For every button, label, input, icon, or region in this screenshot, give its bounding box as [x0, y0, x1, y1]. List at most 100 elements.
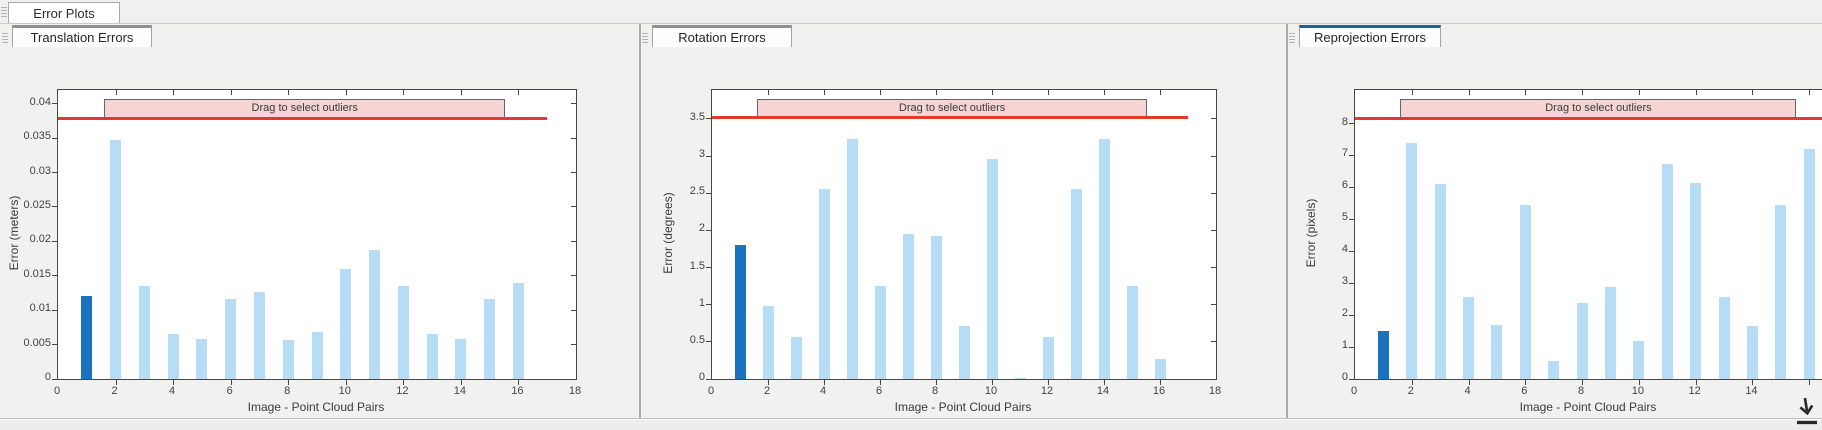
- error-bar[interactable]: [1633, 340, 1645, 379]
- outlier-drag-band[interactable]: Drag to select outliers: [1400, 99, 1797, 117]
- tab-rotation-errors[interactable]: Rotation Errors: [652, 25, 792, 47]
- y-tick-label: 3: [1341, 275, 1348, 288]
- axis-tick: [1411, 380, 1413, 385]
- error-bar[interactable]: [1519, 204, 1531, 379]
- tab-error-plots[interactable]: Error Plots: [8, 2, 120, 23]
- error-bar[interactable]: [1491, 325, 1503, 379]
- error-bar[interactable]: [734, 245, 746, 379]
- x-tick-label: 2: [763, 385, 771, 397]
- error-bar[interactable]: [1576, 303, 1588, 379]
- axis-tick: [1211, 341, 1216, 343]
- y-tick-label: 6: [1341, 179, 1348, 192]
- error-bar[interactable]: [1548, 361, 1560, 379]
- error-bar[interactable]: [1746, 326, 1758, 379]
- tab-translation-errors[interactable]: Translation Errors: [12, 25, 152, 47]
- error-bar[interactable]: [1070, 188, 1082, 379]
- axis-tick: [1104, 380, 1105, 385]
- error-bar[interactable]: [340, 268, 352, 379]
- y-axis-label: Error (degrees): [661, 191, 675, 274]
- y-tick-label: 0.025: [23, 198, 51, 211]
- axis-tick: [52, 378, 57, 380]
- error-bar[interactable]: [930, 236, 942, 379]
- error-bar[interactable]: [1690, 183, 1702, 379]
- error-bar[interactable]: [846, 139, 858, 379]
- error-bar[interactable]: [81, 296, 93, 379]
- error-bar[interactable]: [1803, 149, 1815, 379]
- panel-divider[interactable]: [1286, 24, 1288, 418]
- error-bar[interactable]: [902, 234, 914, 379]
- x-tick-label: 0: [1350, 385, 1358, 397]
- axis-tick: [1582, 90, 1584, 95]
- error-bar[interactable]: [484, 299, 496, 379]
- axis-tick: [1349, 282, 1354, 284]
- axis-tick: [345, 90, 347, 95]
- error-bar[interactable]: [958, 326, 970, 379]
- error-bar[interactable]: [790, 337, 802, 379]
- outlier-drag-band[interactable]: Drag to select outliers: [756, 99, 1148, 117]
- error-bar[interactable]: [1126, 286, 1138, 379]
- x-tick-label: 2: [111, 385, 118, 397]
- error-bar[interactable]: [426, 333, 438, 379]
- error-bar[interactable]: [1775, 204, 1787, 379]
- error-bar[interactable]: [282, 340, 294, 379]
- outlier-band-label: Drag to select outliers: [898, 102, 1006, 114]
- error-bar[interactable]: [369, 249, 381, 379]
- axis-tick: [768, 380, 769, 385]
- drag-grip-icon[interactable]: [1, 5, 7, 19]
- y-tick-label: 3.5: [689, 110, 705, 123]
- error-bar[interactable]: [1661, 164, 1673, 379]
- error-bar[interactable]: [1098, 139, 1110, 379]
- axis-tick: [52, 172, 57, 174]
- drag-grip-icon[interactable]: [1289, 31, 1295, 45]
- axis-tick: [880, 380, 881, 385]
- axis-tick: [52, 344, 57, 346]
- error-bar[interactable]: [455, 339, 467, 379]
- axis-tick: [571, 137, 576, 139]
- error-bar[interactable]: [986, 159, 998, 379]
- panel-divider[interactable]: [639, 24, 641, 418]
- y-tick-label: 8: [1341, 115, 1348, 128]
- outlier-drag-band[interactable]: Drag to select outliers: [104, 99, 506, 117]
- axis-tick: [460, 90, 462, 95]
- error-bar[interactable]: [1377, 331, 1389, 379]
- drag-grip-icon[interactable]: [642, 31, 648, 45]
- error-bar[interactable]: [253, 292, 265, 379]
- axis-tick: [1349, 186, 1354, 188]
- y-axis-label: Error (pixels): [1304, 198, 1318, 267]
- error-bar[interactable]: [225, 299, 237, 379]
- error-bar[interactable]: [762, 306, 774, 379]
- drag-grip-icon[interactable]: [2, 31, 8, 45]
- error-bar[interactable]: [138, 286, 150, 379]
- error-bar[interactable]: [1406, 142, 1418, 379]
- axis-tick: [1048, 380, 1049, 385]
- error-bar[interactable]: [1605, 287, 1616, 379]
- error-bar[interactable]: [1463, 296, 1475, 379]
- axis-tick: [173, 380, 175, 385]
- error-bar[interactable]: [311, 332, 323, 379]
- x-tick-label: 6: [1521, 385, 1528, 397]
- axis-tick: [1582, 380, 1584, 385]
- error-bar[interactable]: [1434, 184, 1446, 379]
- error-bar[interactable]: [110, 140, 122, 379]
- error-bar[interactable]: [1014, 377, 1026, 379]
- error-bar[interactable]: [397, 286, 409, 379]
- error-bar[interactable]: [1042, 337, 1054, 379]
- axis-tick: [706, 267, 711, 269]
- y-tick-label: 0.02: [29, 233, 51, 246]
- x-tick-label: 12: [396, 385, 409, 397]
- axis-tick: [518, 90, 520, 95]
- error-bar[interactable]: [1154, 358, 1166, 379]
- axis-tick: [1349, 154, 1354, 156]
- error-bar[interactable]: [874, 286, 886, 379]
- error-bar[interactable]: [196, 339, 208, 379]
- error-bar[interactable]: [167, 333, 179, 379]
- error-bar[interactable]: [512, 282, 524, 379]
- axis-tick: [288, 380, 290, 385]
- tab-reprojection-errors[interactable]: Reprojection Errors: [1299, 25, 1441, 47]
- y-tick-label: 0.03: [29, 164, 51, 177]
- error-bar[interactable]: [1718, 296, 1730, 379]
- error-bar[interactable]: [818, 188, 830, 379]
- dock-figure-arrow-icon[interactable]: [1792, 397, 1820, 429]
- x-axis-label: Image - Point Cloud Pairs: [894, 400, 1032, 414]
- axis-tick: [1349, 250, 1354, 252]
